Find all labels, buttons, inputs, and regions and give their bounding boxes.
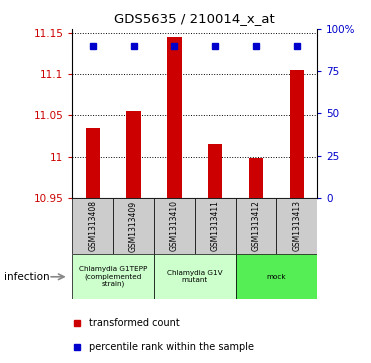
Bar — [154, 254, 236, 299]
Bar — [72, 198, 113, 254]
Text: GSM1313413: GSM1313413 — [292, 200, 301, 252]
Title: GDS5635 / 210014_x_at: GDS5635 / 210014_x_at — [114, 12, 275, 25]
Bar — [208, 144, 222, 198]
Bar — [154, 198, 195, 254]
Text: GSM1313409: GSM1313409 — [129, 200, 138, 252]
Bar — [236, 254, 317, 299]
Text: transformed count: transformed count — [89, 318, 180, 327]
Bar — [276, 198, 317, 254]
Bar — [72, 254, 154, 299]
Bar — [195, 198, 236, 254]
Bar — [167, 37, 181, 198]
Text: percentile rank within the sample: percentile rank within the sample — [89, 342, 255, 352]
Bar — [236, 198, 276, 254]
Bar — [290, 70, 304, 198]
Bar — [127, 111, 141, 198]
Text: GSM1313408: GSM1313408 — [88, 200, 97, 252]
Text: GSM1313411: GSM1313411 — [211, 200, 220, 252]
Bar — [86, 128, 100, 198]
Text: infection: infection — [4, 272, 49, 282]
Text: GSM1313410: GSM1313410 — [170, 200, 179, 252]
Bar — [113, 198, 154, 254]
Text: GSM1313412: GSM1313412 — [252, 200, 260, 252]
Text: Chlamydia G1V
mutant: Chlamydia G1V mutant — [167, 270, 223, 283]
Bar — [249, 158, 263, 198]
Text: Chlamydia G1TEPP
(complemented
strain): Chlamydia G1TEPP (complemented strain) — [79, 266, 147, 287]
Text: mock: mock — [267, 274, 286, 280]
